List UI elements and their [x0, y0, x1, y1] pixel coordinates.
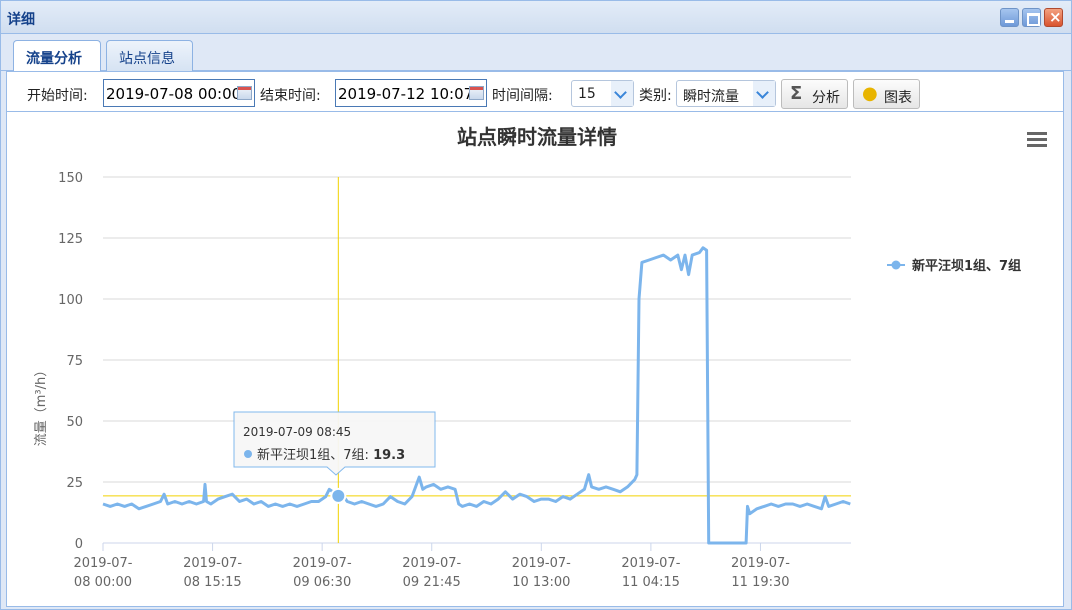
type-label: 类别:	[639, 88, 672, 104]
y-tick-label: 25	[66, 476, 83, 491]
start-time-label: 开始时间:	[27, 88, 88, 104]
calendar-icon[interactable]	[469, 86, 484, 100]
y-tick-label: 50	[66, 415, 83, 430]
start-time-field[interactable]: 2019-07-08 00:00	[103, 79, 255, 107]
analyze-button[interactable]: Σ 分析	[781, 79, 848, 109]
type-value: 瞬时流量	[683, 89, 739, 105]
tooltip: 2019-07-09 08:45 新平汪坝1组、7组: 19.3	[233, 411, 436, 476]
tooltip-text: 新平汪坝1组、7组: 19.3	[257, 447, 405, 463]
chart-button-label: 图表	[884, 90, 912, 106]
end-time-field[interactable]: 2019-07-12 10:07	[335, 79, 487, 107]
x-tick-label: 11 04:15	[622, 575, 680, 590]
tooltip-marker	[244, 450, 252, 458]
close-icon: ×	[1049, 8, 1062, 26]
menu-icon-bar	[1027, 132, 1047, 135]
x-tick-label: 2019-07-	[402, 556, 461, 571]
y-axis-ticks: 0 25 50 75 100 125 150	[58, 171, 83, 552]
x-axis-ticks: 2019-07- 08 00:00 2019-07- 08 15:15 2019-07-…	[73, 543, 790, 590]
x-tick-label: 10 13:00	[512, 575, 570, 590]
tab-bar: 流量分析 站点信息	[1, 35, 1071, 72]
series-line	[102, 246, 851, 545]
chart-title: 站点瞬时流量详情	[457, 125, 617, 149]
window-title: 详细	[7, 12, 35, 28]
tooltip-series: 新平汪坝1组、7组	[257, 447, 365, 463]
interval-label: 时间间隔:	[492, 88, 553, 104]
y-tick-label: 100	[58, 293, 83, 308]
tab-flow-analysis[interactable]: 流量分析	[13, 40, 101, 72]
legend-label: 新平汪坝1组、7组	[912, 258, 1021, 274]
x-tick-label: 11 19:30	[731, 575, 789, 590]
sigma-icon: Σ	[790, 83, 803, 104]
y-tick-label: 75	[66, 354, 83, 369]
filter-toolbar: 开始时间: 2019-07-08 00:00 结束时间: 2019-07-12 …	[7, 72, 1063, 112]
flow-chart: 站点瞬时流量详情 0 25 50 75 100 125 150 2019-07- 08 00:…	[7, 113, 1063, 606]
x-tick-label: 2019-07-	[731, 556, 790, 571]
maximize-button[interactable]	[1022, 8, 1041, 27]
x-tick-label: 2019-07-	[621, 556, 680, 571]
x-tick-label: 08 00:00	[74, 575, 132, 590]
titlebar: 详细 ×	[1, 1, 1071, 34]
chevron-down-icon	[753, 81, 775, 106]
x-tick-label: 2019-07-	[293, 556, 352, 571]
series-group	[102, 246, 851, 545]
y-tick-label: 125	[58, 232, 83, 247]
flow-chart-svg: 站点瞬时流量详情 0 25 50 75 100 125 150 2019-07- 08 00:…	[34, 125, 1047, 590]
y-tick-label: 150	[58, 171, 83, 186]
chevron-down-icon	[611, 81, 633, 106]
menu-icon-bar	[1027, 144, 1047, 147]
calendar-icon[interactable]	[237, 86, 252, 100]
type-select[interactable]: 瞬时流量	[676, 80, 776, 107]
interval-value: 15	[578, 86, 596, 102]
legend-marker	[891, 260, 901, 270]
legend[interactable]: 新平汪坝1组、7组	[887, 258, 1021, 274]
tooltip-sep: :	[365, 448, 374, 463]
menu-icon[interactable]	[1027, 132, 1047, 147]
x-tick-label: 2019-07-	[73, 556, 132, 571]
close-button[interactable]: ×	[1044, 8, 1063, 27]
start-time-value: 2019-07-08 00:00	[106, 85, 242, 103]
x-tick-label: 08 15:15	[184, 575, 242, 590]
tooltip-value: 19.3	[373, 448, 405, 463]
menu-icon-bar	[1027, 138, 1047, 141]
y-axis-label: 流量（m³/h）	[34, 364, 49, 447]
x-tick-label: 2019-07-	[512, 556, 571, 571]
tab-site-info[interactable]: 站点信息	[106, 40, 193, 71]
x-tick-label: 09 06:30	[293, 575, 351, 590]
end-time-label: 结束时间:	[260, 88, 321, 104]
tooltip-time: 2019-07-09 08:45	[243, 425, 351, 439]
tab-content: 开始时间: 2019-07-08 00:00 结束时间: 2019-07-12 …	[6, 71, 1064, 607]
x-tick-label: 2019-07-	[183, 556, 242, 571]
minimize-button[interactable]	[1000, 8, 1019, 27]
y-tick-label: 0	[75, 537, 83, 552]
tooltip-box	[233, 411, 436, 476]
analyze-button-label: 分析	[812, 90, 840, 106]
lightbulb-icon: ●	[862, 83, 878, 104]
chart-button[interactable]: ● 图表	[853, 79, 920, 109]
grid-lines	[103, 176, 851, 544]
hover-point	[330, 487, 347, 504]
x-tick-label: 09 21:45	[403, 575, 461, 590]
interval-select[interactable]: 15	[571, 80, 634, 107]
end-time-value: 2019-07-12 10:07	[338, 85, 474, 103]
